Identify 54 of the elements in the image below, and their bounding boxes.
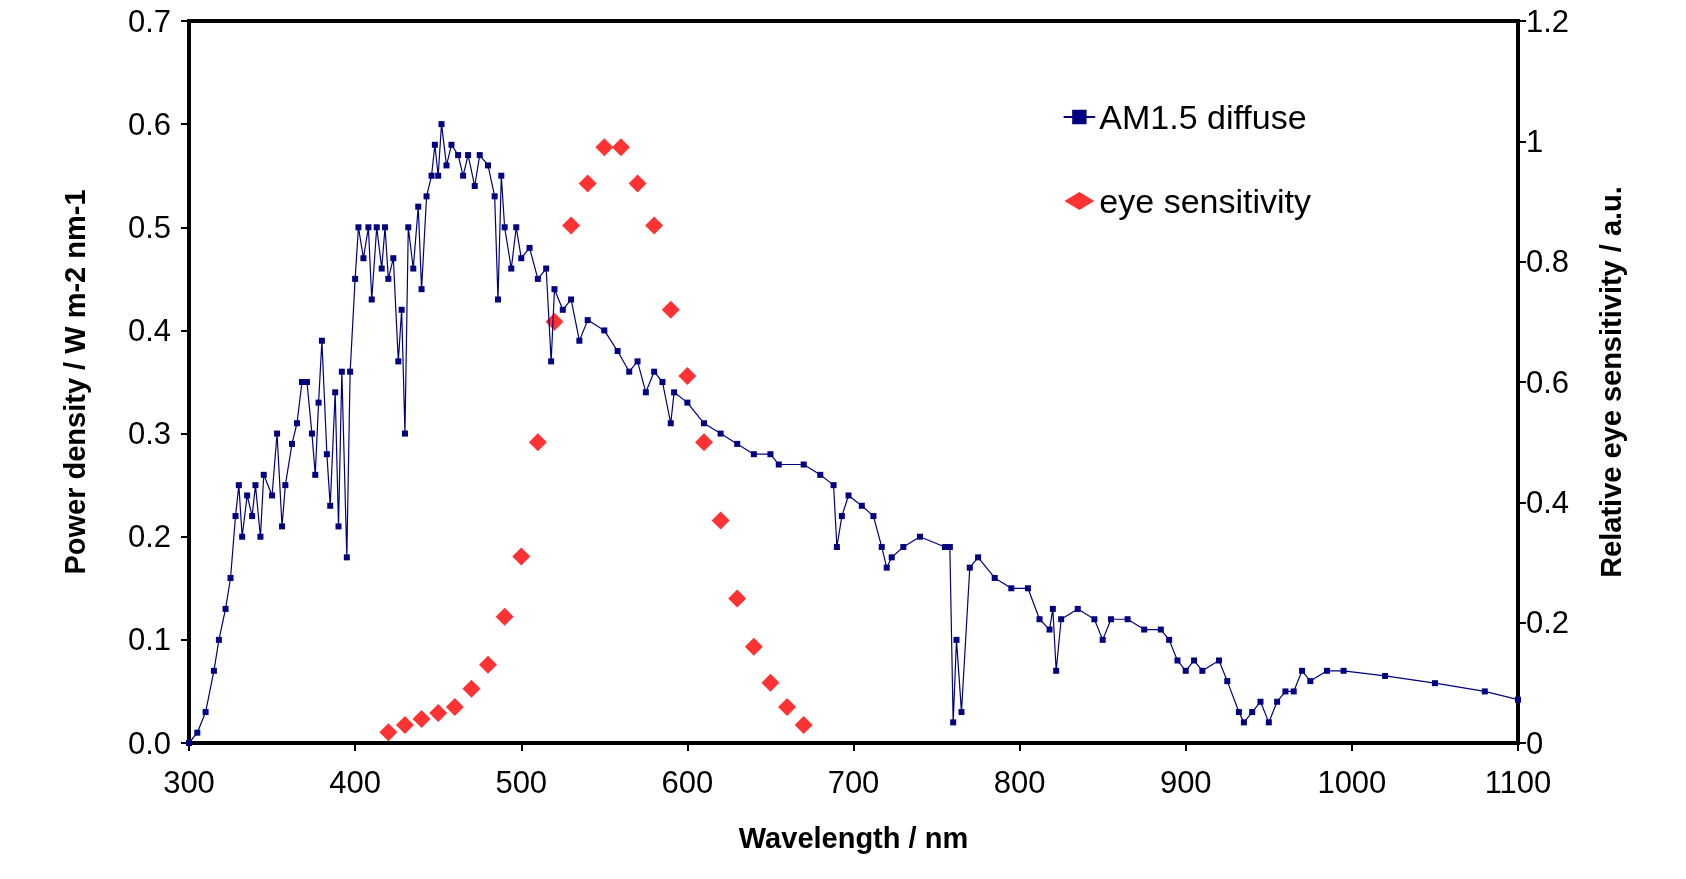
x-tick-label: 800 [993, 765, 1046, 800]
point [495, 607, 514, 626]
x-tick-label: 300 [163, 765, 215, 800]
point [595, 138, 614, 157]
y2-tick-label: 0.2 [1526, 605, 1570, 641]
point [412, 709, 431, 728]
y-tick-label: 0.7 [127, 3, 171, 39]
x-axis-title: Wavelength / nm [738, 821, 969, 854]
y-tick-label: 0.5 [127, 209, 171, 245]
point [678, 366, 697, 385]
point [379, 723, 398, 742]
point [462, 679, 481, 698]
y-tick-label: 0.3 [127, 416, 171, 452]
point [778, 697, 797, 716]
y-tick-label: 0.2 [127, 519, 171, 555]
point [611, 138, 630, 157]
point [694, 433, 713, 452]
point [578, 174, 597, 193]
point [645, 216, 664, 235]
y-axis-title: Power density / W m-2 nm-1 [58, 189, 91, 575]
point [479, 655, 498, 674]
point [395, 715, 414, 734]
point [661, 300, 680, 319]
x-tick-label: 900 [1159, 765, 1212, 800]
y2-tick-label: 0.4 [1526, 484, 1570, 520]
point [562, 216, 581, 235]
point [744, 637, 763, 656]
point [761, 673, 780, 692]
x-tick-label: 1000 [1317, 765, 1387, 800]
x-tick-label: 700 [827, 765, 880, 800]
y-tick-label: 0.0 [127, 725, 171, 761]
x-tick-label: 600 [661, 765, 714, 800]
y2-tick-label: 0.8 [1526, 244, 1570, 280]
point [711, 511, 730, 530]
y2-tick-label: 1 [1526, 123, 1544, 159]
y-tick-label: 0.4 [127, 312, 171, 348]
y-tick-label: 0.1 [127, 622, 171, 658]
point [528, 433, 547, 452]
point [728, 589, 747, 608]
point [429, 703, 448, 722]
x-tick-label: 500 [495, 765, 548, 800]
legend-label: eye sensitivity [1099, 182, 1311, 220]
point [445, 697, 464, 716]
x-tick-label: 1100 [1484, 765, 1552, 800]
legend-label: AM1.5 diffuse [1099, 98, 1307, 136]
x-tick-label: 400 [329, 765, 381, 800]
y-tick-label: 0.6 [127, 106, 171, 142]
y2-axis-title: Relative eye sensitivity / a.u. [1594, 186, 1627, 578]
point [512, 547, 531, 566]
y2-tick-label: 0 [1526, 725, 1544, 761]
y2-tick-label: 1.2 [1526, 3, 1570, 39]
point [794, 715, 813, 734]
y2-tick-label: 0.6 [1526, 364, 1570, 400]
point [628, 174, 647, 193]
